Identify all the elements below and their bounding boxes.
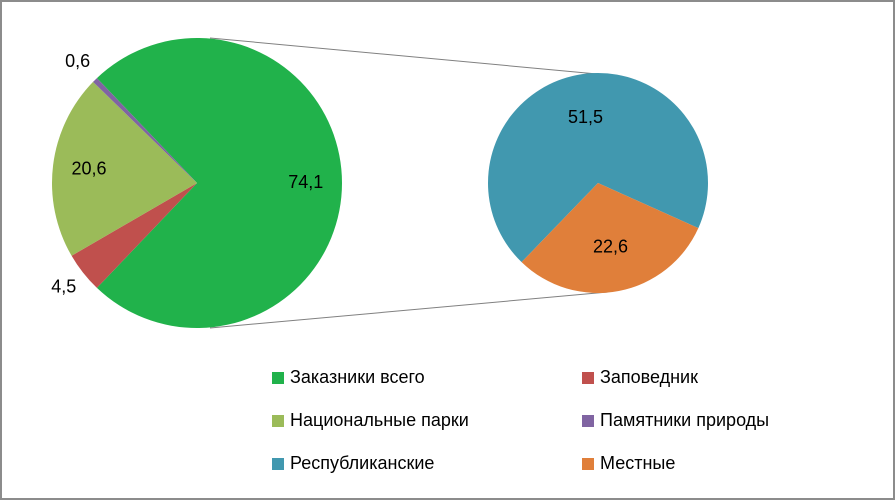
value-label: 51,5 [568, 107, 603, 127]
legend-marker [272, 372, 284, 384]
pie-slice [96, 38, 343, 329]
legend-marker [582, 372, 594, 384]
legend-marker [582, 415, 594, 427]
legend-label: Местные [600, 453, 675, 473]
pie-slice [487, 72, 708, 263]
legend-label: Республиканские [290, 453, 434, 473]
pie-slice [93, 78, 197, 183]
value-label: 22,6 [593, 237, 628, 257]
value-label: 0,6 [65, 51, 90, 71]
connector-line [209, 37, 609, 76]
pie-slice [521, 183, 699, 293]
pie-slice [52, 81, 198, 256]
value-label: 74,1 [288, 172, 323, 192]
legend-marker [272, 458, 284, 470]
legend-label: Заповедник [600, 367, 698, 387]
value-label: 4,5 [51, 277, 76, 297]
legend-label: Заказники всего [290, 367, 425, 387]
legend-marker [582, 458, 594, 470]
legend-marker [272, 415, 284, 427]
legend-label: Памятники природы [600, 410, 769, 430]
legend-label: Национальные парки [290, 410, 469, 430]
connector-line [209, 291, 609, 329]
pie-slice [71, 183, 197, 288]
value-label: 20,6 [72, 158, 107, 178]
